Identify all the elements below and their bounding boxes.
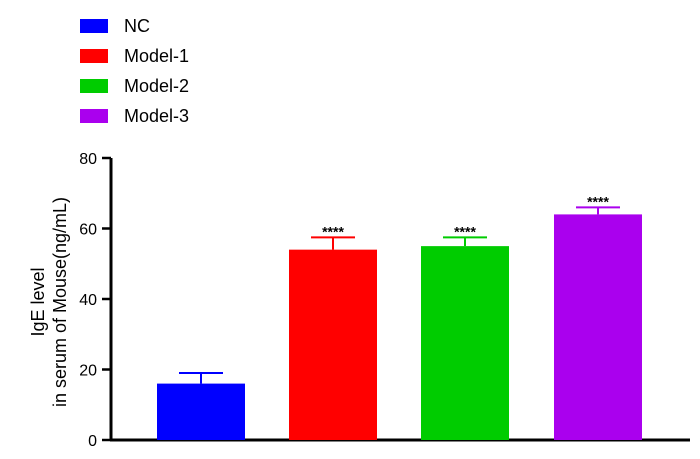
legend-label-2: Model-2 [124, 76, 189, 96]
y-tick-label-3: 60 [79, 222, 97, 239]
y-tick-label-4: 80 [79, 151, 97, 168]
legend-swatch-2 [80, 79, 108, 93]
bar-3 [554, 214, 642, 440]
y-axis-title-line2: in serum of Mouse(ng/mL) [50, 197, 70, 407]
bar-2 [421, 246, 509, 440]
bar-1 [289, 249, 377, 440]
legend-label-0: NC [124, 16, 150, 36]
legend: NC Model-1 Model-2 Model-3 [80, 16, 189, 126]
y-tick-label-2: 40 [79, 292, 97, 309]
significance-label-3: **** [587, 193, 609, 209]
legend-swatch-1 [80, 49, 108, 63]
y-tick-label-0: 0 [88, 433, 97, 450]
bars: **** **** **** [157, 193, 642, 440]
significance-label-1: **** [322, 223, 344, 239]
legend-label-1: Model-1 [124, 46, 189, 66]
legend-swatch-0 [80, 19, 108, 33]
legend-label-3: Model-3 [124, 106, 189, 126]
bar-0 [157, 383, 245, 440]
y-tick-label-1: 20 [79, 363, 97, 380]
legend-swatch-3 [80, 109, 108, 123]
y-axis-title-line1: IgE level [28, 267, 48, 336]
significance-label-2: **** [454, 223, 476, 239]
